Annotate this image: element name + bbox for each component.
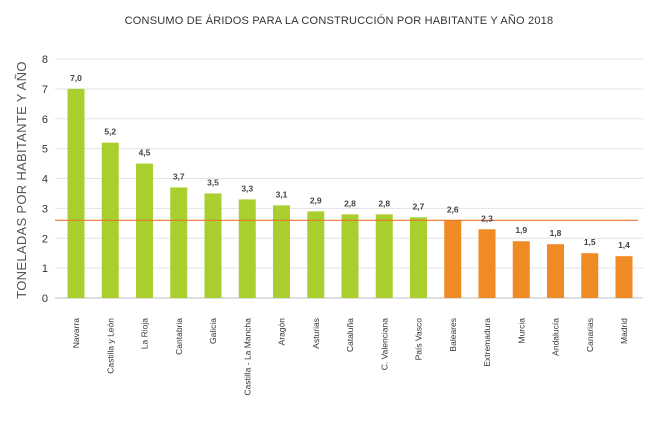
y-tick-label: 5 xyxy=(42,144,48,156)
bar xyxy=(170,187,188,298)
chart-title: CONSUMO DE ÁRIDOS PARA LA CONSTRUCCIÓN P… xyxy=(125,14,554,27)
bar xyxy=(581,253,599,298)
y-axis-label: TONELADAS POR HABITANTE Y AÑO xyxy=(14,61,29,298)
y-tick-label: 1 xyxy=(42,263,48,275)
x-tick-label: Baleares xyxy=(448,318,458,352)
data-label: 2,9 xyxy=(310,195,322,205)
data-label: 1,9 xyxy=(515,225,527,235)
y-tick-label: 2 xyxy=(42,233,48,245)
data-label: 2,8 xyxy=(344,198,356,208)
bar xyxy=(375,214,393,298)
x-tick-label: Aragón xyxy=(277,318,287,346)
data-label: 3,3 xyxy=(241,183,253,193)
bar xyxy=(307,211,325,298)
y-tick-label: 8 xyxy=(42,54,48,66)
x-tick-label: Madrid xyxy=(619,318,629,344)
x-tick-label: Cataluña xyxy=(345,318,355,352)
bar xyxy=(136,163,153,298)
bar xyxy=(273,205,290,298)
data-label: 7,0 xyxy=(70,73,82,83)
x-tick-label: La Rioja xyxy=(140,318,150,349)
label-layer: 0 1 2 3 4 5 6 7 8 7,0 Navarra 5,2 Castilla y León 4,5… xyxy=(42,54,630,395)
data-label: 5,2 xyxy=(104,127,116,137)
x-tick-label: Navarra xyxy=(71,318,81,349)
data-label: 1,8 xyxy=(550,228,562,238)
x-tick-label: Andalucía xyxy=(551,318,561,356)
bar xyxy=(547,244,564,298)
bar xyxy=(67,88,85,298)
data-label: 1,4 xyxy=(618,240,630,250)
data-label: 2,7 xyxy=(413,201,425,211)
bar xyxy=(238,199,256,298)
data-label: 3,1 xyxy=(276,189,288,199)
bar xyxy=(204,193,222,298)
x-tick-label: Asturias xyxy=(311,318,321,349)
bar xyxy=(615,256,633,298)
y-tick-label: 0 xyxy=(42,293,48,305)
y-tick-label: 6 xyxy=(42,114,48,126)
data-label: 1,5 xyxy=(584,237,596,247)
data-label: 2,8 xyxy=(378,198,390,208)
y-tick-label: 4 xyxy=(42,174,48,186)
x-tick-label: Cantabria xyxy=(174,318,184,355)
bar xyxy=(341,214,359,298)
bar xyxy=(478,229,496,298)
x-tick-label: Canarias xyxy=(585,318,595,352)
bar xyxy=(444,220,462,298)
data-label: 2,3 xyxy=(481,213,493,223)
x-tick-label: Galicia xyxy=(208,318,218,344)
bar-layer xyxy=(67,88,633,298)
y-tick-label: 3 xyxy=(42,203,48,215)
data-label: 4,5 xyxy=(139,148,151,158)
x-tick-label: País Vasco xyxy=(414,318,424,361)
x-tick-label: Murcia xyxy=(516,318,526,344)
x-tick-label: Extremadura xyxy=(482,318,492,367)
data-label: 3,5 xyxy=(207,177,219,187)
x-tick-label: Castilla - La Mancha xyxy=(242,318,252,396)
bar xyxy=(512,241,530,298)
bar xyxy=(410,217,427,298)
data-label: 2,6 xyxy=(447,204,459,214)
x-tick-label: C. Valenciana xyxy=(379,318,389,371)
y-tick-label: 7 xyxy=(42,84,48,96)
x-tick-label: Castilla y León xyxy=(105,318,115,374)
data-label: 3,7 xyxy=(173,171,185,181)
